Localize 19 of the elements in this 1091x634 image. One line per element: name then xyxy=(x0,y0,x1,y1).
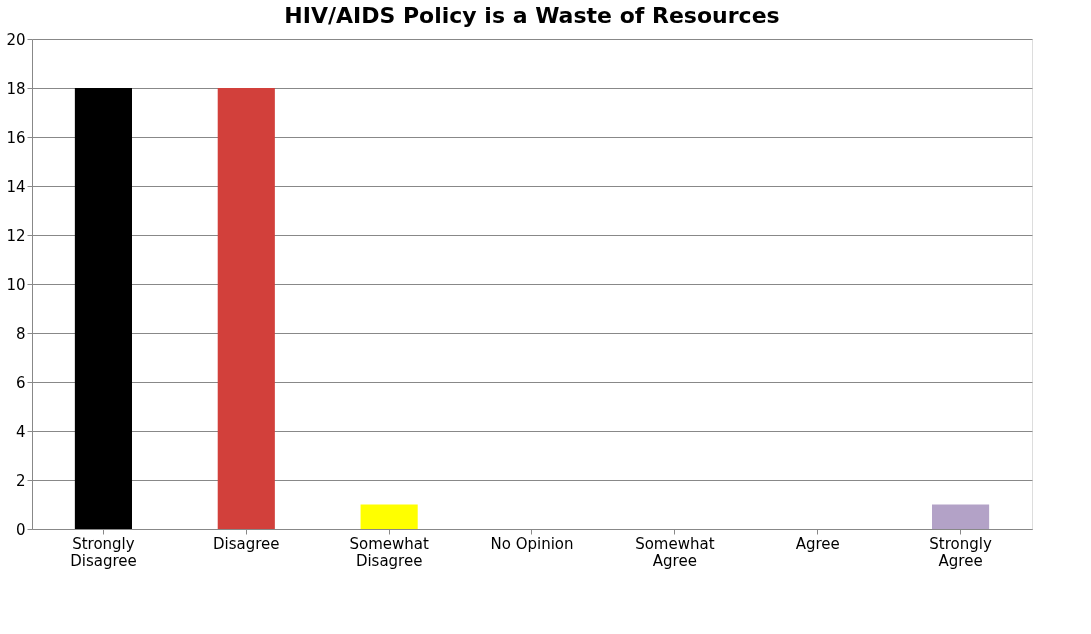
x-tick-label: Disagree xyxy=(213,534,280,553)
y-tick-label: 10 xyxy=(6,275,26,294)
y-tick-label: 2 xyxy=(15,471,26,490)
x-tick-label: Agree xyxy=(795,534,840,553)
y-tick-label: 12 xyxy=(6,226,26,245)
y-tick-label: 6 xyxy=(15,373,26,392)
y-tick-label: 8 xyxy=(15,324,26,343)
y-tick-label: 14 xyxy=(6,177,26,196)
x-tick-label: Strongly Agree xyxy=(929,534,992,570)
x-tick-label: No Opinion xyxy=(490,534,574,553)
x-tick-label: Strongly Disagree xyxy=(70,534,137,570)
y-tick-label: 4 xyxy=(15,422,26,441)
y-tick-label: 18 xyxy=(6,79,26,98)
y-tick-label: 16 xyxy=(6,128,26,147)
chart-title: HIV/AIDS Policy is a Waste of Resources xyxy=(284,3,780,28)
x-tick-label: Somewhat Disagree xyxy=(349,534,429,570)
y-tick-label: 20 xyxy=(6,30,26,49)
y-tick-label: 0 xyxy=(15,520,26,539)
x-tick-label: Somewhat Agree xyxy=(635,534,715,570)
